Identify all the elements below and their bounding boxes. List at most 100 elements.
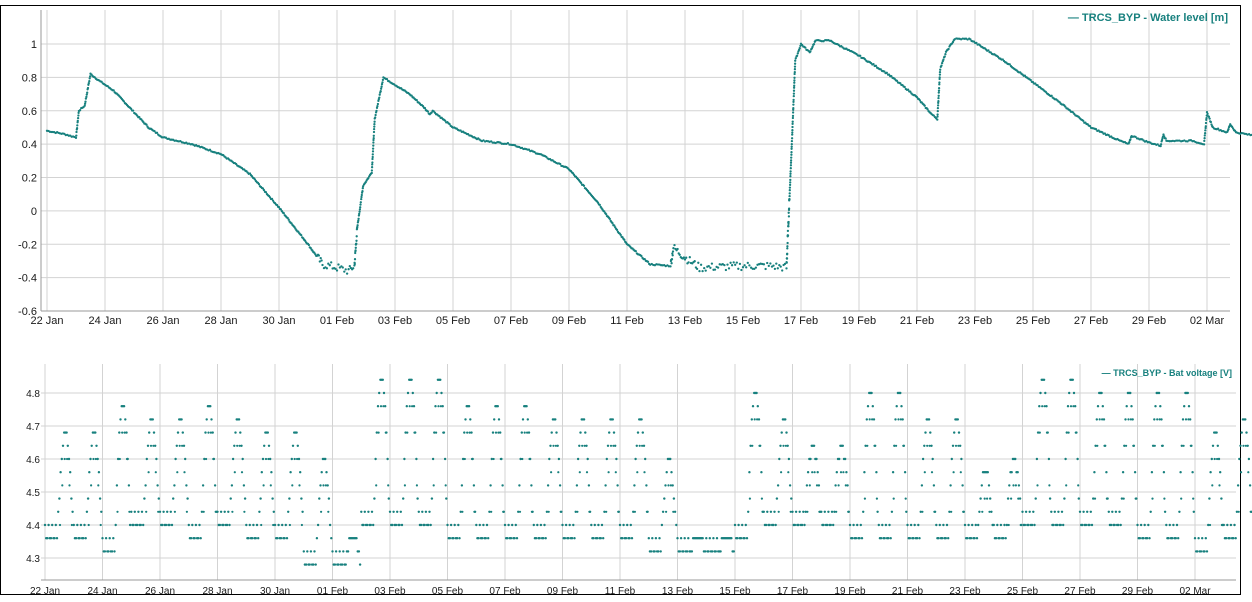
bat-voltage-point — [84, 537, 87, 540]
bat-voltage-point — [154, 471, 157, 474]
y-tick-label: 0 — [31, 206, 37, 218]
bat-voltage-point — [1034, 497, 1037, 500]
water-level-point — [789, 170, 792, 173]
bat-voltage-point — [236, 444, 239, 447]
water-level-point — [381, 81, 384, 84]
water-level-point — [335, 269, 339, 272]
bat-voltage-point — [584, 431, 587, 434]
bat-voltage-point — [154, 444, 157, 447]
water-level-point — [380, 85, 383, 88]
water-level-point — [385, 77, 389, 81]
water-level-point — [781, 269, 784, 272]
bat-voltage-point — [396, 510, 399, 513]
bat-voltage-point — [1222, 523, 1226, 527]
water-level-point — [1216, 127, 1220, 130]
y-tick-label: 4.6 — [26, 455, 40, 466]
bat-voltage-point — [563, 537, 567, 540]
bat-voltage-point — [645, 484, 648, 487]
bat-voltage-point — [1075, 431, 1078, 434]
bat-voltage-point — [578, 471, 581, 474]
water-level-point — [789, 161, 793, 164]
bat-voltage-point — [1017, 497, 1020, 500]
water-level-point — [87, 81, 90, 85]
bat-voltage-point — [176, 431, 180, 434]
water-level-point — [937, 101, 940, 105]
bat-voltage-point — [240, 444, 243, 447]
bat-voltage-point — [749, 444, 752, 447]
bat-voltage-point — [1197, 537, 1200, 540]
bat-voltage-point — [367, 510, 370, 513]
bat-voltage-point — [427, 523, 430, 527]
bat-voltage-point — [629, 523, 632, 527]
water-level-point — [100, 80, 103, 83]
bat-voltage-point — [1238, 457, 1241, 461]
x-tick-label: 03 Feb — [374, 586, 406, 597]
bat-voltage-point — [905, 510, 908, 513]
bat-voltage-point — [989, 497, 992, 500]
bat-voltage-point — [205, 457, 208, 461]
water-level-point — [735, 261, 738, 264]
bat-voltage-point — [1136, 523, 1139, 527]
bat-voltage-point — [207, 431, 210, 434]
bat-voltage-point — [586, 457, 589, 461]
bat-voltage-point — [806, 471, 810, 474]
bat-voltage-point — [948, 510, 951, 513]
water-level-point — [358, 210, 361, 213]
water-level-point — [937, 96, 940, 100]
bat-voltage-point — [927, 418, 931, 421]
bat-voltage-point — [387, 484, 390, 487]
water-level-point — [1188, 139, 1191, 142]
bat-voltage-point — [1240, 471, 1243, 474]
bat-voltage-point — [657, 550, 660, 553]
water-level-point — [789, 178, 792, 182]
bat-voltage-point — [473, 510, 477, 513]
bat-voltage-point — [173, 484, 176, 487]
water-level-point — [370, 169, 374, 172]
bat-voltage-point — [1065, 484, 1068, 487]
water-level-point — [83, 102, 87, 105]
water-level-point — [885, 71, 888, 74]
bat-voltage-point — [953, 431, 956, 434]
bat-voltage-point — [670, 471, 673, 474]
water-level-point — [790, 139, 794, 143]
water-level-point — [787, 225, 790, 228]
water-level-point — [792, 94, 795, 98]
water-level-point — [737, 267, 740, 270]
bat-voltage-point — [446, 523, 449, 527]
bat-voltage-point — [291, 484, 294, 487]
water-level-point — [707, 264, 710, 268]
bat-voltage-point — [935, 523, 938, 527]
bat-voltage-point — [1228, 537, 1231, 540]
bat-voltage-point — [956, 418, 959, 421]
water-level-point — [685, 256, 688, 259]
bat-voltage-point — [1121, 471, 1125, 474]
water-level-legend[interactable]: — TRCS_BYP - Water level [m] — [1068, 12, 1228, 24]
water-level-point — [704, 269, 707, 272]
bat-voltage-point — [1129, 391, 1132, 395]
water-level-point — [787, 211, 790, 214]
bat-voltage-point — [636, 431, 640, 434]
bat-voltage-legend[interactable]: — TRCS_BYP - Bat voltage [V] — [1102, 368, 1232, 378]
water-level-point — [798, 47, 801, 50]
bat-voltage-point — [330, 537, 333, 540]
bat-voltage-point — [690, 550, 694, 553]
bat-voltage-point — [1010, 471, 1013, 474]
water-level-point — [936, 118, 939, 121]
bat-voltage-point — [408, 405, 411, 408]
bat-voltage-point — [320, 471, 323, 474]
bat-voltage-point — [1193, 537, 1197, 540]
bat-voltage-point — [570, 537, 574, 540]
water-level-point — [355, 235, 358, 238]
bat-voltage-point — [185, 484, 188, 487]
water-level-point — [791, 116, 795, 120]
bat-voltage-point — [346, 550, 350, 553]
water-level-point — [325, 267, 329, 270]
bat-voltage-point — [1148, 537, 1151, 540]
bat-voltage-point — [107, 550, 110, 553]
y-tick-label: 4.8 — [26, 389, 40, 400]
bat-voltage-point — [83, 523, 86, 527]
bat-voltage-point — [211, 431, 214, 434]
bat-voltage-point — [290, 457, 293, 461]
bat-voltage-point — [293, 457, 296, 461]
y-tick-label: 1 — [31, 39, 37, 51]
